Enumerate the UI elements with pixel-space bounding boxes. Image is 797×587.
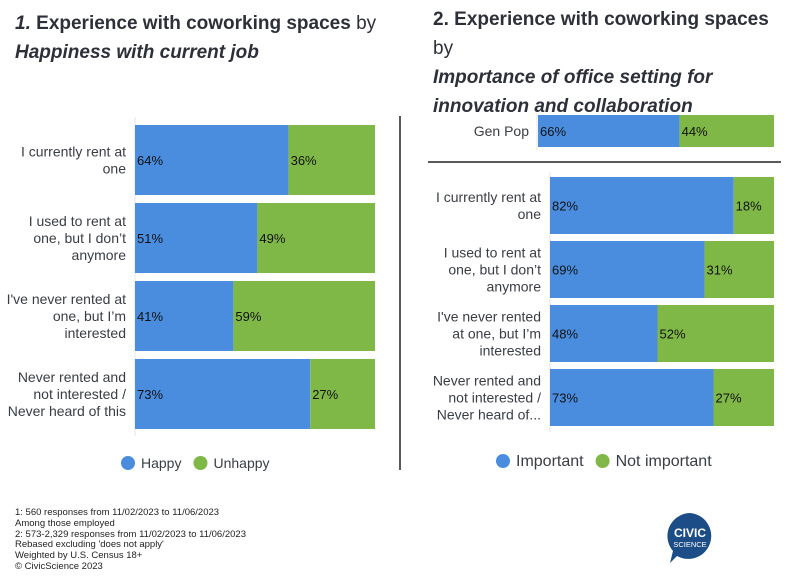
chart1-legend-label: Happy	[141, 455, 181, 471]
footnote-line: 1: 560 responses from 11/02/2023 to 11/0…	[15, 507, 220, 518]
chart1-bar-happy-3	[135, 359, 311, 429]
chart2-legend-label: Not important	[616, 453, 713, 470]
chart2-genpop-bar-1	[679, 115, 774, 147]
chart1-title-main: Experience with coworking spaces	[36, 13, 351, 34]
chart2-subtitle: Importance of office setting for innovat…	[433, 67, 713, 117]
chart2-title: 2. Experience with coworking spaces by I…	[433, 5, 793, 121]
chart2-title-main: Experience with coworking spaces	[454, 9, 769, 30]
civicscience-logo: CIVIC SCIENCE	[667, 513, 712, 563]
chart2-bar-not-important-0	[733, 177, 774, 234]
chart2-category-label: Never rented and not interested / Never he…	[433, 373, 541, 423]
chart1-bar-unhappy-1	[257, 203, 375, 273]
footnote-line: Rebased excluding 'does not apply'	[15, 539, 164, 551]
chart2-value-label: 73%	[552, 391, 578, 406]
chart2-category-label: I used to rent at one, but I don’t anymore	[444, 245, 542, 295]
chart2-legend-swatch-1	[595, 454, 610, 468]
chart2-bar-important-0	[550, 177, 734, 234]
footnote-line: 2: 573-2,329 responses from 11/02/2023 t…	[15, 528, 246, 540]
logo-text-civic: CIVIC	[674, 526, 706, 540]
chart1-value-label: 73%	[137, 387, 163, 402]
chart2-value-label: 18%	[736, 199, 762, 214]
chart2-legend-swatch-0	[496, 454, 510, 468]
chart2-bar-not-important-3	[713, 369, 774, 426]
chart1-category-label: I've never rented at one, but I’m interest…	[7, 291, 127, 341]
chart2-genpop-value-label: 44%	[682, 124, 708, 139]
chart2-value-label: 48%	[552, 327, 578, 342]
chart2-bar-important-3	[550, 369, 714, 426]
chart1-title: 1. Experience with coworking spaces by H…	[15, 9, 395, 67]
chart1-bar-happy-2	[135, 281, 234, 351]
chart2-genpop-value-label: 66%	[540, 124, 566, 139]
logo-bubble	[667, 513, 712, 563]
chart1-subtitle: Happiness with current job	[15, 42, 259, 63]
chart2-bar-important-2	[550, 305, 658, 362]
chart2-number: 2.	[433, 9, 449, 30]
footnote-line: © CivicScience 2023	[15, 560, 103, 572]
chart1-value-label: 49%	[259, 231, 285, 246]
chart2-category-label: I've never rented at one, but I’m interest…	[437, 309, 541, 359]
footnote-line: Weighted by U.S. Census 18+	[15, 550, 143, 562]
chart2: 66% 44% Gen Pop 82% 18% I currently rent at on…	[433, 113, 774, 470]
chart2-value-label: 69%	[552, 263, 578, 278]
chart1-value-label: 64%	[137, 153, 163, 168]
chart1-value-label: 36%	[291, 153, 317, 168]
chart1-legend-label: Unhappy	[213, 455, 269, 471]
chart1-value-label: 59%	[235, 309, 261, 324]
chart2-value-label: 27%	[716, 391, 742, 406]
chart1-value-label: 41%	[137, 309, 163, 324]
chart1-category-label: I used to rent at one, but I don’t anymore	[29, 213, 127, 263]
chart2-title-by: by	[433, 38, 454, 59]
chart2-category-label: I currently rent at one	[436, 189, 541, 222]
chart2-value-label: 52%	[660, 327, 686, 342]
logo-text-science: SCIENCE	[673, 540, 706, 549]
chart1-bar-happy-1	[135, 203, 258, 273]
chart2-genpop-label: Gen Pop	[474, 123, 529, 139]
chart2-value-label: 82%	[552, 199, 578, 214]
chart2-legend-label: Important	[516, 453, 584, 470]
chart2-bar-important-1	[550, 241, 705, 298]
chart1-bar-unhappy-2	[233, 281, 375, 351]
chart1-category-label: I currently rent at one	[21, 144, 126, 177]
chart1-bar-unhappy-0	[288, 125, 375, 195]
chart1-legend-swatch-0	[121, 456, 135, 470]
chart2-bar-not-important-2	[657, 305, 774, 362]
chart1-bar-unhappy-3	[310, 359, 375, 429]
chart1-value-label: 51%	[137, 231, 163, 246]
footnote: 1: 560 responses from 11/02/2023 to 11/0…	[15, 507, 246, 573]
chart1-value-label: 27%	[312, 387, 338, 402]
chart1-title-by: by	[356, 13, 377, 34]
chart2-bar-not-important-1	[704, 241, 774, 298]
chart2-genpop-bar-0	[538, 115, 680, 147]
chart1-legend-swatch-1	[193, 456, 208, 470]
chart1: 64% 36% I currently rent at one 51% 49% I used…	[7, 117, 375, 471]
chart1-bar-happy-0	[135, 125, 289, 195]
chart1-number: 1.	[15, 13, 31, 34]
footnote-line: Among those employed	[15, 517, 115, 529]
chart2-value-label: 31%	[707, 263, 733, 278]
chart1-category-label: Never rented and not interested / Never he…	[8, 369, 126, 419]
